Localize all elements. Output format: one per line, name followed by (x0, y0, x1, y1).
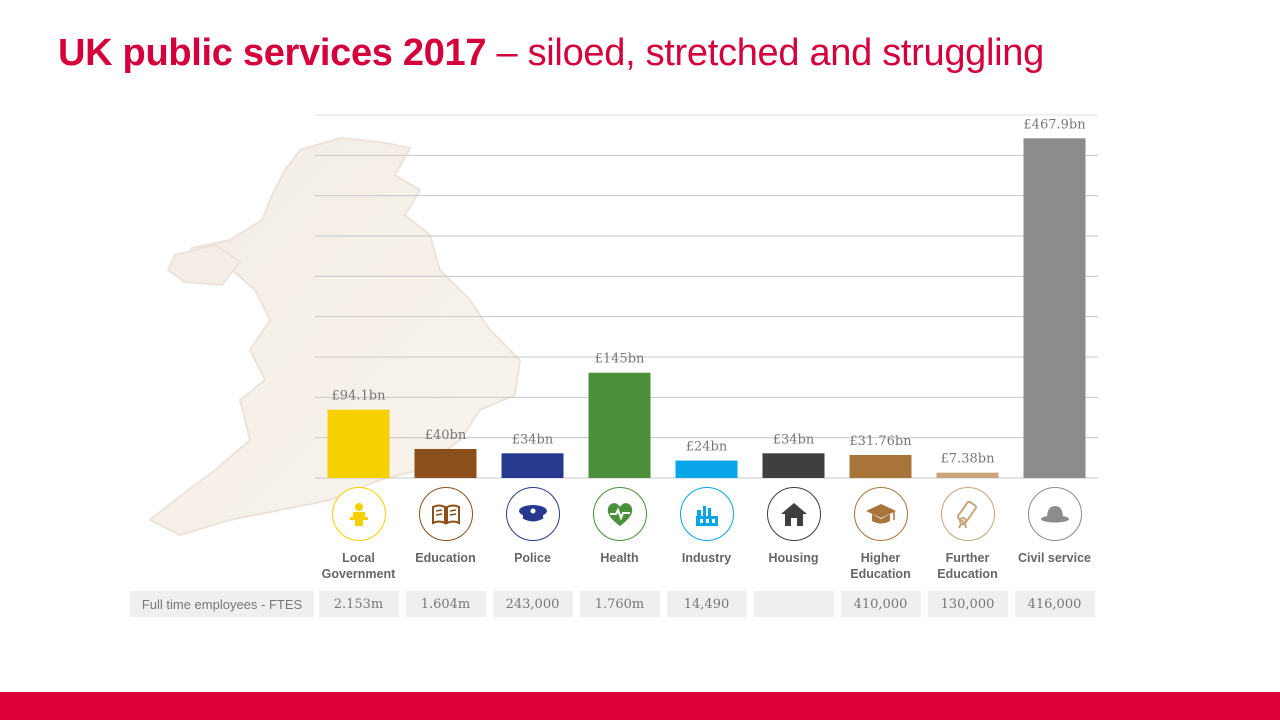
bar-value-label: £34bn (773, 432, 815, 447)
house-icon (766, 487, 821, 541)
fte-cell: 130,000 (927, 591, 1008, 617)
fte-cell: 14,490 (666, 591, 747, 617)
chart-gridlines (315, 114, 1098, 479)
category-label: Education (415, 551, 476, 565)
page-title: UK public services 2017 – siloed, stretc… (58, 32, 1044, 75)
fte-cell: 243,000 (492, 591, 573, 617)
category-label: Further Education (937, 551, 998, 581)
bar (588, 372, 651, 478)
fte-cell: 1.604m (405, 591, 486, 617)
footer-bar (0, 692, 1280, 720)
open-book-icon (418, 487, 473, 541)
bar (501, 453, 564, 478)
chart-bars (327, 138, 1086, 478)
bar-value-label: £40bn (425, 428, 467, 443)
category-label: Health (600, 551, 639, 565)
bar-value-label: £94.1bn (332, 389, 387, 404)
bar (414, 448, 477, 478)
bar-value-label: £7.38bn (941, 452, 996, 467)
speaker-at-lectern-icon (331, 487, 386, 541)
category-label: Police (514, 551, 551, 565)
bar (936, 472, 999, 478)
police-cap-icon (505, 487, 560, 541)
heart-pulse-icon (592, 487, 647, 541)
fte-cell: 410,000 (840, 591, 921, 617)
diploma-scroll-icon (940, 487, 995, 541)
graduation-cap-icon (853, 487, 908, 541)
bar-value-label: £24bn (686, 440, 728, 455)
category-label: Housing (768, 551, 819, 565)
bar (849, 454, 912, 478)
bar (327, 409, 390, 478)
fte-cell (753, 591, 834, 617)
fte-cell: 1.760m (579, 591, 660, 617)
page-title-bold: UK public services 2017 (58, 32, 487, 74)
chart-value-labels: £94.1bn £40bn £34bn £145bn £24bn £34bn £31.76b… (332, 117, 1087, 466)
category-label: Local Government (321, 551, 396, 581)
fte-row-header: Full time employees - FTES (130, 591, 314, 617)
bar (675, 460, 738, 478)
bar-value-label: £31.76bn (849, 434, 912, 449)
bar-value-label: £145bn (595, 352, 645, 367)
page-title-rest: – siloed, stretched and struggling (486, 32, 1044, 74)
category-label: Civil service (1018, 551, 1091, 565)
bowler-hat-icon (1027, 487, 1082, 541)
fte-cell: 416,000 (1014, 591, 1095, 617)
bar-value-label: £467.9bn (1023, 117, 1086, 132)
category-label: Industry (681, 551, 732, 565)
category-label: Higher Education (850, 551, 911, 581)
fte-cell: 2.153m (318, 591, 399, 617)
bar-value-label: £34bn (512, 432, 554, 447)
bar (1023, 138, 1086, 478)
bar (762, 453, 825, 478)
factory-icon (679, 487, 734, 541)
